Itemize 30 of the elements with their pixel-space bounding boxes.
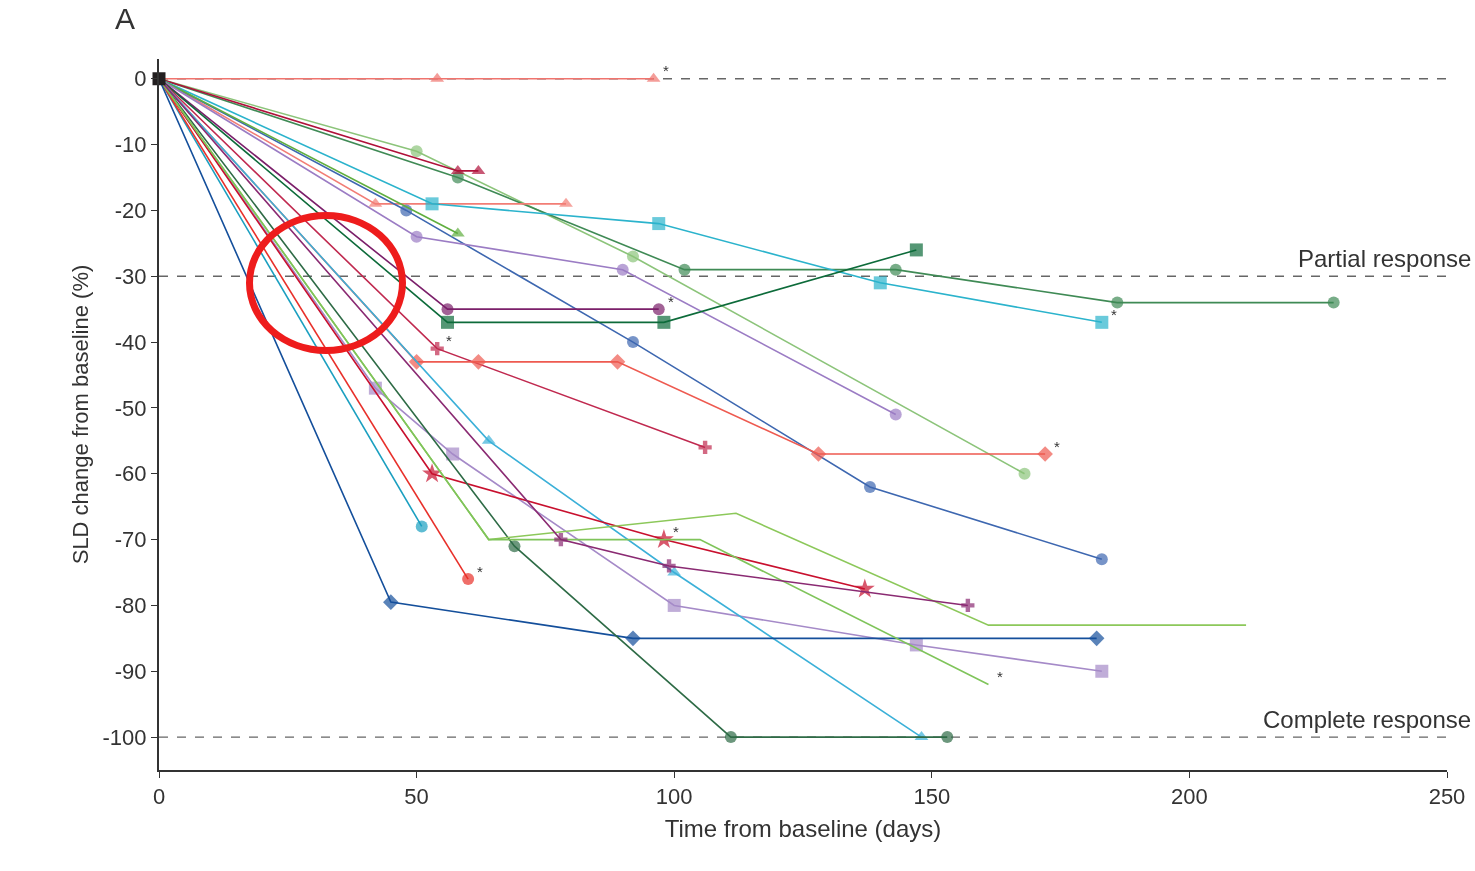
annotation: * <box>1111 306 1117 323</box>
y-tick-label: -50 <box>114 395 147 421</box>
ref-line-label: Complete response <box>1263 706 1472 733</box>
y-tick-label: -100 <box>102 724 147 750</box>
y-tick-label: -60 <box>114 461 147 487</box>
chart-title: A <box>115 2 136 35</box>
x-tick-label: 200 <box>1171 784 1208 810</box>
y-tick-label: -40 <box>114 329 147 355</box>
y-axis-title: SLD change from baseline (%) <box>67 264 93 565</box>
ref-line-label: Partial response <box>1298 245 1472 272</box>
annotation: * <box>1054 438 1060 455</box>
annotation: * <box>673 523 679 540</box>
y-tick-label: 0 <box>134 66 147 92</box>
y-tick-label: -80 <box>114 593 147 619</box>
y-tick-label: -70 <box>114 527 147 553</box>
y-tick-label: -10 <box>114 132 147 158</box>
x-tick-label: 0 <box>152 784 166 810</box>
x-tick-label: 150 <box>913 784 951 810</box>
x-tick-label: 50 <box>404 784 429 810</box>
annotation: * <box>477 563 483 580</box>
x-tick-label: 100 <box>655 784 693 810</box>
annotation: * <box>446 332 452 349</box>
y-tick-label: -20 <box>114 198 147 224</box>
annotation: * <box>668 293 674 310</box>
x-axis-title: Time from baseline (days) <box>664 815 942 843</box>
annotation: * <box>663 62 669 79</box>
y-tick-label: -90 <box>114 658 147 684</box>
x-tick-label: 250 <box>1428 784 1466 810</box>
y-tick-label: -30 <box>114 263 147 289</box>
annotation: * <box>997 668 1003 685</box>
